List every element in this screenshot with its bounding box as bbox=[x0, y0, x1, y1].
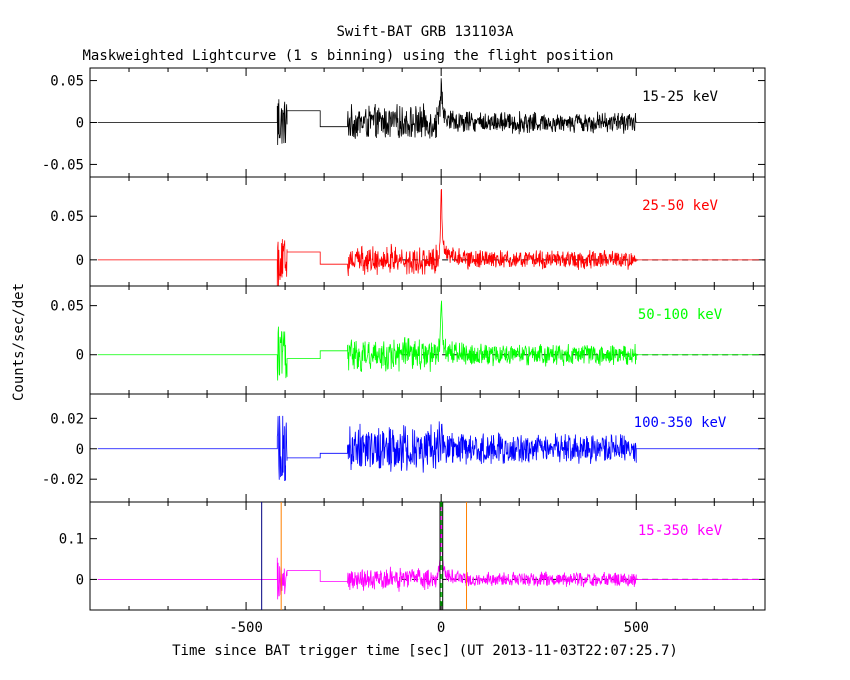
y-tick-label: -0.02 bbox=[42, 472, 84, 488]
band-label: 100-350 keV bbox=[634, 415, 727, 431]
y-tick-label: 0.05 bbox=[50, 209, 84, 225]
panel-4: -0.02 0 0.02 100-350 keV bbox=[42, 393, 766, 503]
band-label: 50-100 keV bbox=[638, 307, 723, 323]
x-axis-label: Time since BAT trigger time [sec] (UT 20… bbox=[172, 643, 678, 659]
y-tick-label: -0.05 bbox=[42, 157, 84, 173]
y-tick-label: 0.1 bbox=[59, 532, 84, 548]
chart-title: Swift-BAT GRB 131103A bbox=[336, 24, 514, 40]
band-label: 15-350 keV bbox=[638, 523, 723, 539]
y-tick-label: 0 bbox=[76, 572, 84, 588]
y-tick-label: 0 bbox=[76, 116, 84, 132]
panel-5: 0 0.1 15-350 keV bbox=[59, 501, 766, 611]
panel-frame bbox=[89, 285, 766, 395]
band-label: 15-25 keV bbox=[642, 89, 718, 105]
y-tick-label: 0.05 bbox=[50, 299, 84, 315]
series-line-2 bbox=[97, 188, 760, 286]
y-tick-label: 0 bbox=[76, 442, 84, 458]
panel-3: 0 0.05 50-100 keV bbox=[50, 285, 766, 395]
chart-subtitle: Maskweighted Lightcurve (1 s binning) us… bbox=[82, 48, 613, 64]
y-tick-label: 0.02 bbox=[50, 411, 84, 427]
panel-2: 0 0.05 25-50 keV bbox=[50, 176, 766, 287]
x-tick-label: 500 bbox=[624, 620, 649, 636]
panels-group: -0.05 0 0.05 15-25 keV 0 0.05 25-50 keV 0 0.05 50… bbox=[42, 67, 766, 611]
x-axis: -500 0 500 bbox=[229, 620, 649, 636]
series-line-1 bbox=[97, 78, 760, 145]
y-tick-label: 0 bbox=[76, 253, 84, 269]
x-tick-label: -500 bbox=[229, 620, 263, 636]
panel-frame bbox=[89, 176, 766, 287]
series-line-3 bbox=[97, 300, 760, 381]
y-axis-label: Counts/sec/det bbox=[11, 283, 27, 401]
series-line-5 bbox=[97, 506, 760, 600]
band-label: 25-50 keV bbox=[642, 198, 718, 214]
panel-1: -0.05 0 0.05 15-25 keV bbox=[42, 67, 766, 178]
y-tick-label: 0 bbox=[76, 348, 84, 364]
x-tick-label: 0 bbox=[437, 620, 445, 636]
panel-frame bbox=[89, 501, 766, 611]
y-tick-label: 0.05 bbox=[50, 74, 84, 90]
series-line-4 bbox=[97, 415, 760, 482]
